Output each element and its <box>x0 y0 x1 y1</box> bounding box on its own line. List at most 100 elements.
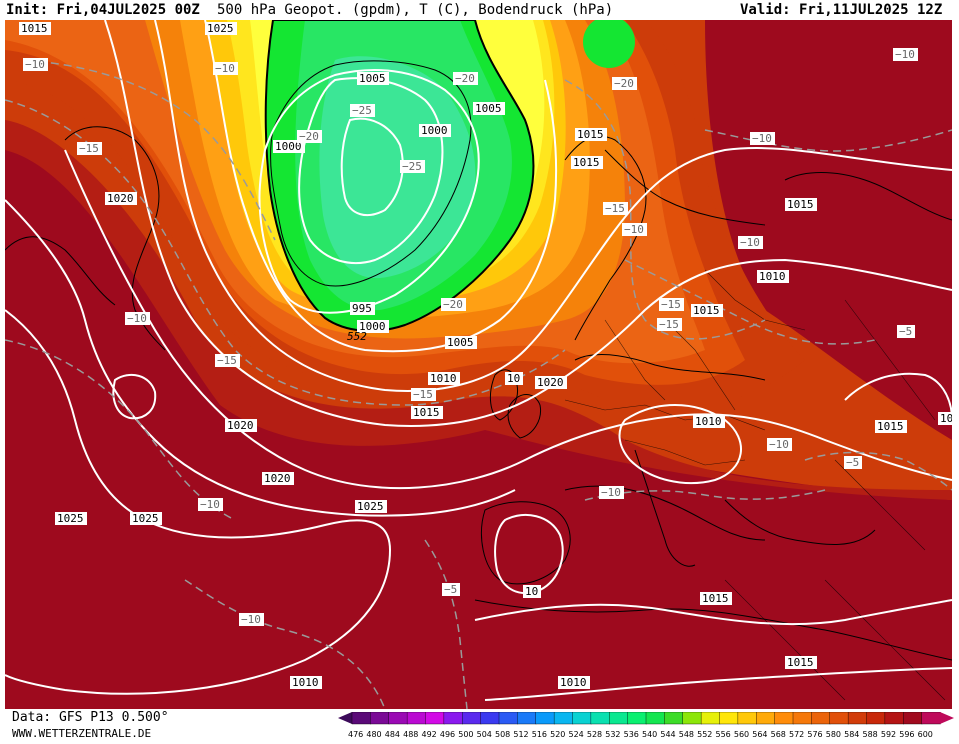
temperature-label: −10 <box>622 223 647 236</box>
geopotential-shading <box>5 20 952 709</box>
colorbar-swatch <box>627 711 647 725</box>
colorbar-swatch <box>645 711 666 725</box>
colorbar-tick-label: 536 <box>624 730 639 739</box>
colorbar-tick-label: 596 <box>899 730 914 739</box>
svg-text:−25: −25 <box>402 160 422 173</box>
colorbar-tick-label: 476 <box>348 730 363 739</box>
pressure-label: 1005 <box>473 102 505 115</box>
temperature-label: −10 <box>125 312 150 325</box>
temperature-label: −10 <box>750 132 775 145</box>
pressure-label: 1015 <box>19 22 51 35</box>
colorbar-left-arrow <box>338 712 352 724</box>
temperature-label: −10 <box>738 236 763 249</box>
colorbar-tick-label: 532 <box>605 730 620 739</box>
colorbar-swatch <box>480 711 500 725</box>
svg-text:1025: 1025 <box>207 22 234 35</box>
temperature-label: −20 <box>612 77 637 90</box>
pressure-label: 1015 <box>700 592 732 605</box>
colorbar-tick-label: 544 <box>660 730 675 739</box>
temperature-label: −20 <box>453 72 478 85</box>
svg-text:−5: −5 <box>444 583 457 596</box>
website-credit: WWW.WETTERZENTRALE.DE <box>12 727 152 740</box>
svg-text:1010: 1010 <box>759 270 786 283</box>
colorbar-swatch <box>535 711 555 725</box>
temperature-label: −15 <box>215 354 240 367</box>
colorbar-tick-label: 576 <box>807 730 822 739</box>
colorbar-tick-label: 496 <box>440 730 455 739</box>
colorbar-tick-label: 556 <box>716 730 731 739</box>
pressure-label: 1005 <box>445 336 477 349</box>
colorbar-swatch <box>388 711 408 725</box>
temperature-label: −10 <box>23 58 48 71</box>
svg-text:1015: 1015 <box>877 420 904 433</box>
svg-text:−20: −20 <box>443 298 463 311</box>
svg-text:−10: −10 <box>895 48 915 61</box>
pressure-label: 995 <box>350 302 375 315</box>
temperature-label: −10 <box>239 613 264 626</box>
svg-text:1000: 1000 <box>421 124 448 137</box>
svg-text:−10: −10 <box>215 62 235 75</box>
temperature-label: −15 <box>411 388 436 401</box>
pressure-label: 1010 <box>428 372 460 385</box>
colorbar-tick-label: 516 <box>532 730 547 739</box>
colorbar-swatch <box>700 711 721 725</box>
pressure-label: 1010 <box>693 415 725 428</box>
colorbar-swatch <box>462 711 482 725</box>
colorbar-swatch <box>921 711 941 725</box>
svg-text:1015: 1015 <box>573 156 600 169</box>
colorbar-tick-label: 592 <box>881 730 896 739</box>
pressure-label: 1020 <box>535 376 567 389</box>
svg-text:1010: 1010 <box>292 676 319 689</box>
colorbar-tick-label: 540 <box>642 730 657 739</box>
colorbar-swatch <box>719 711 739 725</box>
valid-time: Valid: Fri,11JUL2025 12Z <box>740 2 943 18</box>
colorbar-swatch <box>664 711 684 725</box>
temperature-label: −15 <box>603 202 628 215</box>
svg-text:−20: −20 <box>299 130 319 143</box>
temperature-label: −25 <box>400 160 425 173</box>
colorbar-swatch <box>866 711 886 725</box>
colorbar-tick-label: 564 <box>752 730 767 739</box>
pressure-label: 10 <box>523 585 541 598</box>
svg-text:−10: −10 <box>601 486 621 499</box>
svg-text:1005: 1005 <box>475 102 502 115</box>
svg-text:−10: −10 <box>241 613 261 626</box>
colorbar-swatch <box>590 711 610 725</box>
pressure-label: 1020 <box>105 192 137 205</box>
pressure-label: 1025 <box>55 512 87 525</box>
colorbar-tick-label: 552 <box>697 730 712 739</box>
svg-text:1025: 1025 <box>57 512 84 525</box>
contour-552-line <box>264 20 535 332</box>
colorbar-legend: 476 480 484 488 492 496 500 504 508 512 516 520 524 5… <box>338 711 956 740</box>
temperature-label: −25 <box>350 104 375 117</box>
svg-text:1015: 1015 <box>577 128 604 141</box>
colorbar-swatch <box>517 711 537 725</box>
svg-text:1010: 1010 <box>560 676 587 689</box>
svg-text:1005: 1005 <box>940 412 952 425</box>
colorbar-swatch <box>829 711 849 725</box>
temperature-label: −10 <box>198 498 223 511</box>
pressure-label: 1000 <box>273 140 305 153</box>
temperature-label: −15 <box>659 298 684 311</box>
svg-text:1025: 1025 <box>132 512 159 525</box>
svg-text:1015: 1015 <box>702 592 729 605</box>
temperature-label: −10 <box>213 62 238 75</box>
pressure-label: 1000 <box>357 320 389 333</box>
colorbar-swatch <box>443 711 463 725</box>
geopotential-552-label: 552 <box>347 330 367 343</box>
temperature-label: −15 <box>657 318 682 331</box>
colorbar-swatch <box>572 711 592 725</box>
colorbar-tick-label: 488 <box>403 730 418 739</box>
colorbar-tick-label: 572 <box>789 730 804 739</box>
colorbar-swatch <box>737 711 757 725</box>
colorbar-swatch <box>792 711 813 725</box>
weather-map: 1015 1005 1005 1000 1000 1015 1015 1020 995 1000 1… <box>5 20 952 709</box>
temperature-label: −15 <box>77 142 102 155</box>
pressure-label: 1025 <box>205 22 237 35</box>
temperature-label: −10 <box>767 438 792 451</box>
svg-text:−25: −25 <box>352 104 372 117</box>
svg-text:1000: 1000 <box>275 140 302 153</box>
temperature-label: −5 <box>442 583 460 596</box>
pressure-label: 1025 <box>355 500 387 513</box>
temperature-label: −10 <box>599 486 624 499</box>
